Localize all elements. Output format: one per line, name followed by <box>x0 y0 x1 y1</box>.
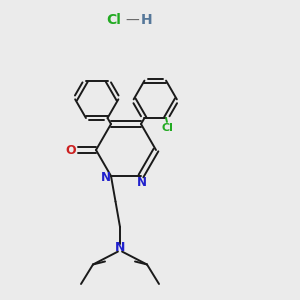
Text: H: H <box>141 14 153 27</box>
Text: N: N <box>115 242 125 254</box>
Text: Cl: Cl <box>161 123 173 133</box>
Text: —: — <box>125 14 139 27</box>
Text: Cl: Cl <box>106 13 122 26</box>
Text: N: N <box>136 176 147 189</box>
Text: O: O <box>65 143 76 157</box>
Text: N: N <box>100 171 111 184</box>
